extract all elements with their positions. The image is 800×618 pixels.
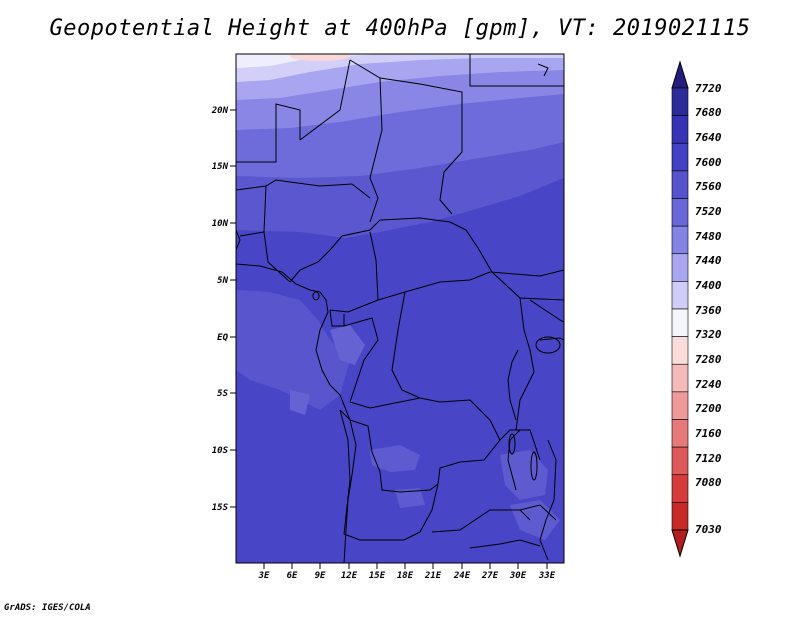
lon-label: 15E — [369, 571, 386, 581]
lat-label: 15S — [212, 503, 229, 513]
colorbar-swatch — [671, 198, 689, 227]
colorbar-label: 7480 — [695, 230, 722, 243]
colorbar-label: 7600 — [695, 156, 722, 169]
colorbar-swatch — [671, 253, 689, 282]
colorbar-label: 7720 — [695, 82, 722, 95]
colorbar-swatch — [671, 391, 689, 420]
colorbar-swatch — [671, 225, 689, 255]
lat-ticks — [230, 109, 236, 508]
lon-label: 12E — [341, 571, 358, 581]
colorbar-label: 7400 — [695, 279, 722, 292]
colorbar-swatch — [671, 336, 689, 365]
colorbar-swatch — [671, 281, 689, 310]
lon-label: 33E — [538, 571, 556, 581]
colorbar-label: 7120 — [695, 452, 722, 465]
lat-label: 10S — [212, 446, 229, 456]
lon-label: 21E — [424, 571, 442, 581]
lon-label: 3E — [258, 571, 270, 581]
coastlines — [236, 63, 564, 563]
colorbar-bottom-arrow — [671, 529, 689, 558]
lat-label: 15N — [212, 162, 229, 172]
map-frame — [235, 53, 565, 564]
colorbar-label: 7200 — [695, 402, 722, 415]
colorbar-labels: 7720 7680 7640 7600 7560 7520 7480 7440 … — [695, 82, 722, 536]
colorbar-label: 7360 — [695, 304, 722, 317]
colorbar-swatch — [671, 308, 689, 337]
lat-label: 5N — [217, 276, 228, 286]
lon-label: 27E — [481, 571, 499, 581]
colorbar-label: 7440 — [695, 254, 722, 267]
colorbar-swatch — [671, 419, 689, 448]
lon-label: 6E — [287, 571, 298, 581]
country-borders — [236, 54, 564, 549]
lat-label: EQ — [217, 333, 228, 343]
colorbar-swatch — [671, 170, 689, 199]
lat-labels: 20N 15N 10N 5N EQ 5S 10S 15S — [211, 106, 229, 513]
colorbar-label: 7520 — [695, 205, 722, 218]
colorbar-label: 7560 — [695, 180, 722, 193]
lon-labels: 3E 6E 9E 12E 15E 18E 21E 24E 27E 30E 33E — [258, 571, 556, 581]
colorbar-label: 7280 — [695, 353, 722, 366]
colorbar-top-arrow — [671, 60, 689, 89]
chart-title: Geopotential Height at 400hPa [gpm], VT:… — [49, 16, 751, 41]
colorbar-label: 7080 — [695, 476, 722, 489]
colorbar-label: 7640 — [695, 131, 722, 144]
colorbar-label: 7680 — [695, 106, 722, 119]
lon-label: 9E — [315, 571, 326, 581]
grads-credit: GrADS: IGES/COLA — [4, 603, 91, 613]
colorbar-swatch — [671, 87, 689, 116]
lon-label: 30E — [509, 571, 527, 581]
lon-ticks — [263, 563, 548, 569]
colorbar-label: 7320 — [695, 328, 722, 341]
lon-label: 18E — [397, 571, 414, 581]
colorbar-swatch — [671, 142, 689, 172]
height-field — [236, 54, 564, 563]
colorbar-label: 7160 — [695, 427, 722, 440]
colorbar: 7720 7680 7640 7600 7560 7520 7480 7440 … — [671, 60, 722, 558]
colorbar-swatch — [671, 474, 689, 503]
lat-label: 10N — [212, 219, 229, 229]
lat-label: 20N — [211, 106, 229, 116]
colorbar-swatch — [671, 446, 689, 476]
colorbar-swatch — [671, 115, 689, 144]
colorbar-swatches — [671, 87, 689, 531]
lat-label: 5S — [217, 389, 228, 399]
colorbar-label: 7030 — [695, 523, 722, 536]
colorbar-swatch — [671, 502, 689, 531]
colorbar-swatch — [671, 363, 689, 393]
lon-label: 24E — [453, 571, 471, 581]
colorbar-label: 7240 — [695, 378, 722, 391]
